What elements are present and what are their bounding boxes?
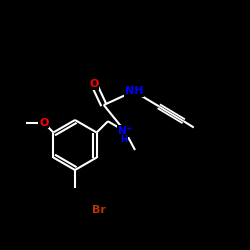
Text: N⁺: N⁺ xyxy=(118,126,132,136)
Text: O: O xyxy=(89,79,99,89)
Text: O: O xyxy=(39,118,48,128)
Text: Br: Br xyxy=(92,205,106,215)
Text: H: H xyxy=(120,135,128,144)
Text: NH: NH xyxy=(124,86,143,96)
